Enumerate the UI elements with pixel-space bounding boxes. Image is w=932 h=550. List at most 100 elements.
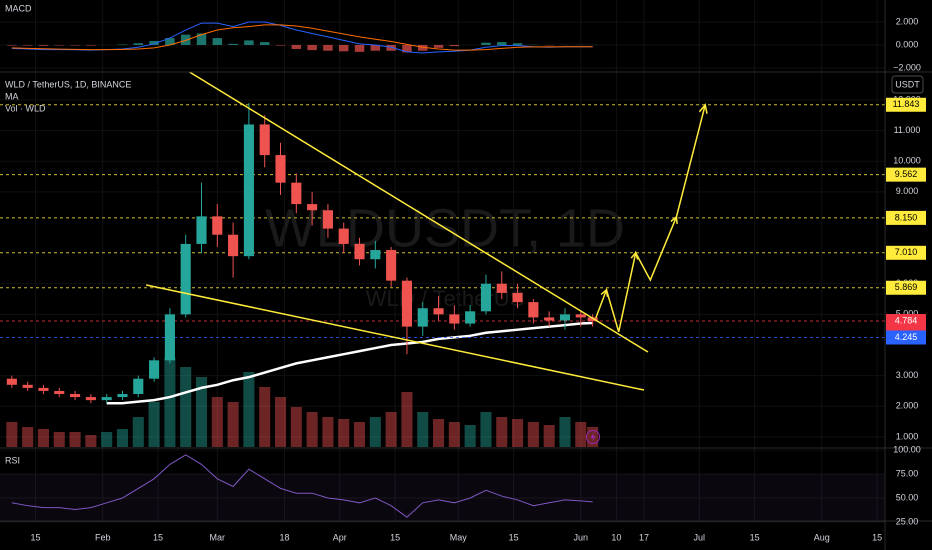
volume-bar (338, 419, 350, 447)
x-tick-label: 15 (509, 532, 519, 542)
candle-body (480, 283, 492, 312)
candle-body (180, 243, 191, 315)
volume-bar (385, 412, 397, 447)
macd-hist-bar (196, 33, 207, 45)
volume-bar (22, 427, 34, 447)
volume-bar (227, 402, 239, 447)
level-tag (886, 210, 926, 225)
macd-hist-bar (212, 38, 223, 45)
y-tick-label: 11.000 (894, 125, 921, 135)
volume-bar (274, 397, 287, 447)
candle-body (401, 280, 412, 327)
candle-body (354, 243, 365, 260)
volume-bar (401, 392, 413, 447)
rsi-line (11, 454, 593, 518)
candle-body (259, 124, 270, 156)
macd-hist-bar (244, 40, 254, 45)
candle-body (38, 387, 49, 391)
volume-bar (180, 367, 192, 447)
macd-hist-bar (386, 44, 396, 51)
icon-bolt (590, 432, 596, 442)
macd-hist-bar (354, 44, 365, 52)
candle-body (275, 155, 286, 183)
currency-button[interactable] (891, 75, 924, 94)
level-label: 4.245 (895, 332, 918, 342)
candle-body (212, 216, 223, 235)
candle-body (512, 292, 523, 303)
candle-body (101, 397, 112, 401)
macd-hist-bar (291, 44, 302, 49)
x-tick-label: Feb (95, 532, 111, 542)
volume-bar (37, 429, 49, 447)
macd-hist-bar (512, 43, 523, 45)
candle-body (370, 250, 381, 260)
candle-body (528, 302, 539, 318)
candle-body (149, 360, 160, 379)
volume-bar (53, 432, 65, 447)
candle-body (70, 394, 81, 398)
lightning-icon[interactable] (586, 430, 600, 444)
symbol-title: WLD / TetherUS, 1D, BINANCE (5, 79, 131, 89)
candle-body (307, 204, 318, 211)
candle-body (338, 228, 349, 244)
icon-ring (586, 430, 600, 444)
candle-body (544, 317, 555, 321)
volume-bar (512, 419, 524, 447)
macd-hist-bar (418, 44, 428, 51)
y-tick-label: 5.000 (896, 309, 919, 319)
ma-line (106, 321, 593, 405)
candle-body (85, 397, 96, 401)
level-tag (886, 245, 926, 260)
candle-body (6, 378, 17, 385)
macd-hist-bar (307, 44, 317, 51)
candle-body (133, 378, 144, 395)
x-tick-label: 18 (279, 532, 289, 542)
volume-bar (6, 422, 18, 447)
candle-body (433, 308, 444, 315)
candle-body (291, 182, 302, 205)
candle-body (559, 314, 571, 321)
volume-bar (448, 422, 460, 447)
level-tag (886, 97, 926, 112)
pane-title: RSI (5, 455, 20, 465)
y-tick-label: −2.000 (893, 62, 921, 72)
volume-bar (306, 412, 318, 447)
x-tick-label: Jun (574, 532, 589, 542)
macd-hist-bar (22, 44, 33, 46)
macd-hist-bar (180, 34, 191, 45)
volume-bar (69, 432, 81, 447)
macd-hist-bar (275, 44, 286, 46)
macd-hist-bar (370, 44, 381, 51)
x-tick-label: 10 (611, 532, 621, 542)
y-tick-label: 2.000 (896, 401, 919, 411)
candle-body (587, 317, 598, 321)
macd-hist-bar (228, 43, 238, 45)
indicator-label: MA (5, 91, 19, 101)
candle-body (22, 384, 33, 388)
candle-body (575, 314, 586, 318)
macd-hist-bar (38, 44, 49, 46)
volume-bar (243, 372, 255, 447)
volume-bar (433, 419, 445, 447)
level-tag (886, 167, 926, 182)
y-tick-label: 25.00 (896, 516, 919, 526)
level-tag (886, 330, 926, 345)
macd-hist-bar (149, 40, 159, 45)
macd-hist-bar (449, 44, 460, 47)
y-tick-label: 50.00 (896, 492, 919, 502)
level-label: 4.784 (895, 315, 918, 325)
rsi-band (0, 474, 885, 522)
macd-hist-bar (338, 44, 349, 52)
macd-hist-bar (323, 44, 333, 51)
x-tick-label: 15 (153, 532, 163, 542)
macd-hist-bar (497, 42, 507, 45)
x-tick-label: 15 (750, 532, 760, 542)
candle-body (322, 210, 333, 229)
level-label: 11.843 (893, 99, 920, 109)
x-tick-label: 15 (390, 532, 400, 542)
indicator-label: Vol · WLD (5, 103, 46, 113)
currency-label[interactable]: USDT (895, 79, 920, 89)
pane-title: MACD (5, 3, 32, 13)
macd-hist-bar (402, 44, 412, 53)
